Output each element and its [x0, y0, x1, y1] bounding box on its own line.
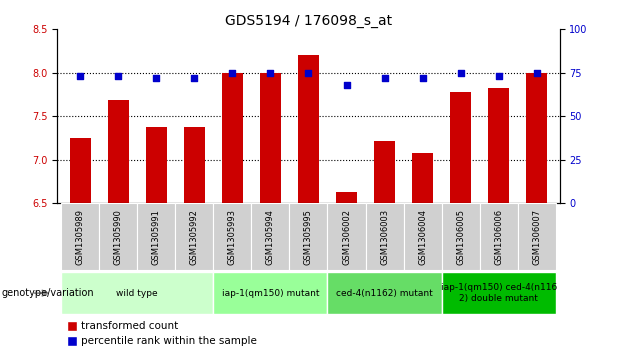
Text: GSM1306005: GSM1306005 — [456, 209, 465, 265]
Legend: transformed count, percentile rank within the sample: transformed count, percentile rank withi… — [62, 317, 261, 351]
Point — [418, 75, 428, 81]
Bar — [412, 153, 433, 203]
Text: wild type: wild type — [116, 289, 158, 298]
Bar — [146, 127, 167, 203]
Text: GSM1305990: GSM1305990 — [114, 209, 123, 265]
Text: GSM1305993: GSM1305993 — [228, 209, 237, 265]
Text: GSM1306003: GSM1306003 — [380, 209, 389, 265]
Bar — [441, 203, 480, 270]
Bar — [260, 73, 281, 203]
Point — [265, 70, 275, 76]
Bar — [518, 203, 556, 270]
Point — [151, 75, 162, 81]
Bar — [298, 55, 319, 203]
Bar — [251, 203, 289, 270]
Text: GSM1306002: GSM1306002 — [342, 209, 351, 265]
Text: GSM1305994: GSM1305994 — [266, 209, 275, 265]
Point — [75, 73, 85, 79]
Point — [455, 70, 466, 76]
Text: GSM1305991: GSM1305991 — [152, 209, 161, 265]
Text: iap-1(qm150) mutant: iap-1(qm150) mutant — [222, 289, 319, 298]
Bar — [99, 203, 137, 270]
Point — [227, 70, 237, 76]
Bar — [184, 127, 205, 203]
Bar — [404, 203, 441, 270]
Text: ced-4(n1162) mutant: ced-4(n1162) mutant — [336, 289, 433, 298]
Point — [494, 73, 504, 79]
Text: GSM1306007: GSM1306007 — [532, 209, 541, 265]
Bar — [488, 88, 509, 203]
Point — [113, 73, 123, 79]
Point — [342, 82, 352, 88]
Bar — [213, 272, 328, 314]
Text: GSM1305995: GSM1305995 — [304, 209, 313, 265]
Bar — [328, 272, 441, 314]
Bar — [480, 203, 518, 270]
Bar — [441, 272, 556, 314]
Text: GSM1305989: GSM1305989 — [76, 209, 85, 265]
Bar — [69, 138, 90, 203]
Bar — [61, 272, 213, 314]
Bar — [213, 203, 251, 270]
Text: GSM1306006: GSM1306006 — [494, 209, 503, 265]
Bar — [176, 203, 213, 270]
Bar — [222, 73, 243, 203]
Title: GDS5194 / 176098_s_at: GDS5194 / 176098_s_at — [225, 14, 392, 28]
Bar — [336, 192, 357, 203]
Text: GSM1305992: GSM1305992 — [190, 209, 199, 265]
Text: genotype/variation: genotype/variation — [2, 288, 95, 298]
Point — [189, 75, 199, 81]
Bar — [107, 101, 128, 203]
Bar — [527, 73, 548, 203]
Bar — [289, 203, 328, 270]
Bar — [61, 203, 99, 270]
Bar — [450, 92, 471, 203]
Text: iap-1(qm150) ced-4(n116
2) double mutant: iap-1(qm150) ced-4(n116 2) double mutant — [441, 284, 557, 303]
Bar — [374, 140, 395, 203]
Text: GSM1306004: GSM1306004 — [418, 209, 427, 265]
Bar — [366, 203, 404, 270]
Bar — [328, 203, 366, 270]
Point — [303, 70, 314, 76]
Bar — [137, 203, 176, 270]
Point — [380, 75, 390, 81]
Point — [532, 70, 542, 76]
